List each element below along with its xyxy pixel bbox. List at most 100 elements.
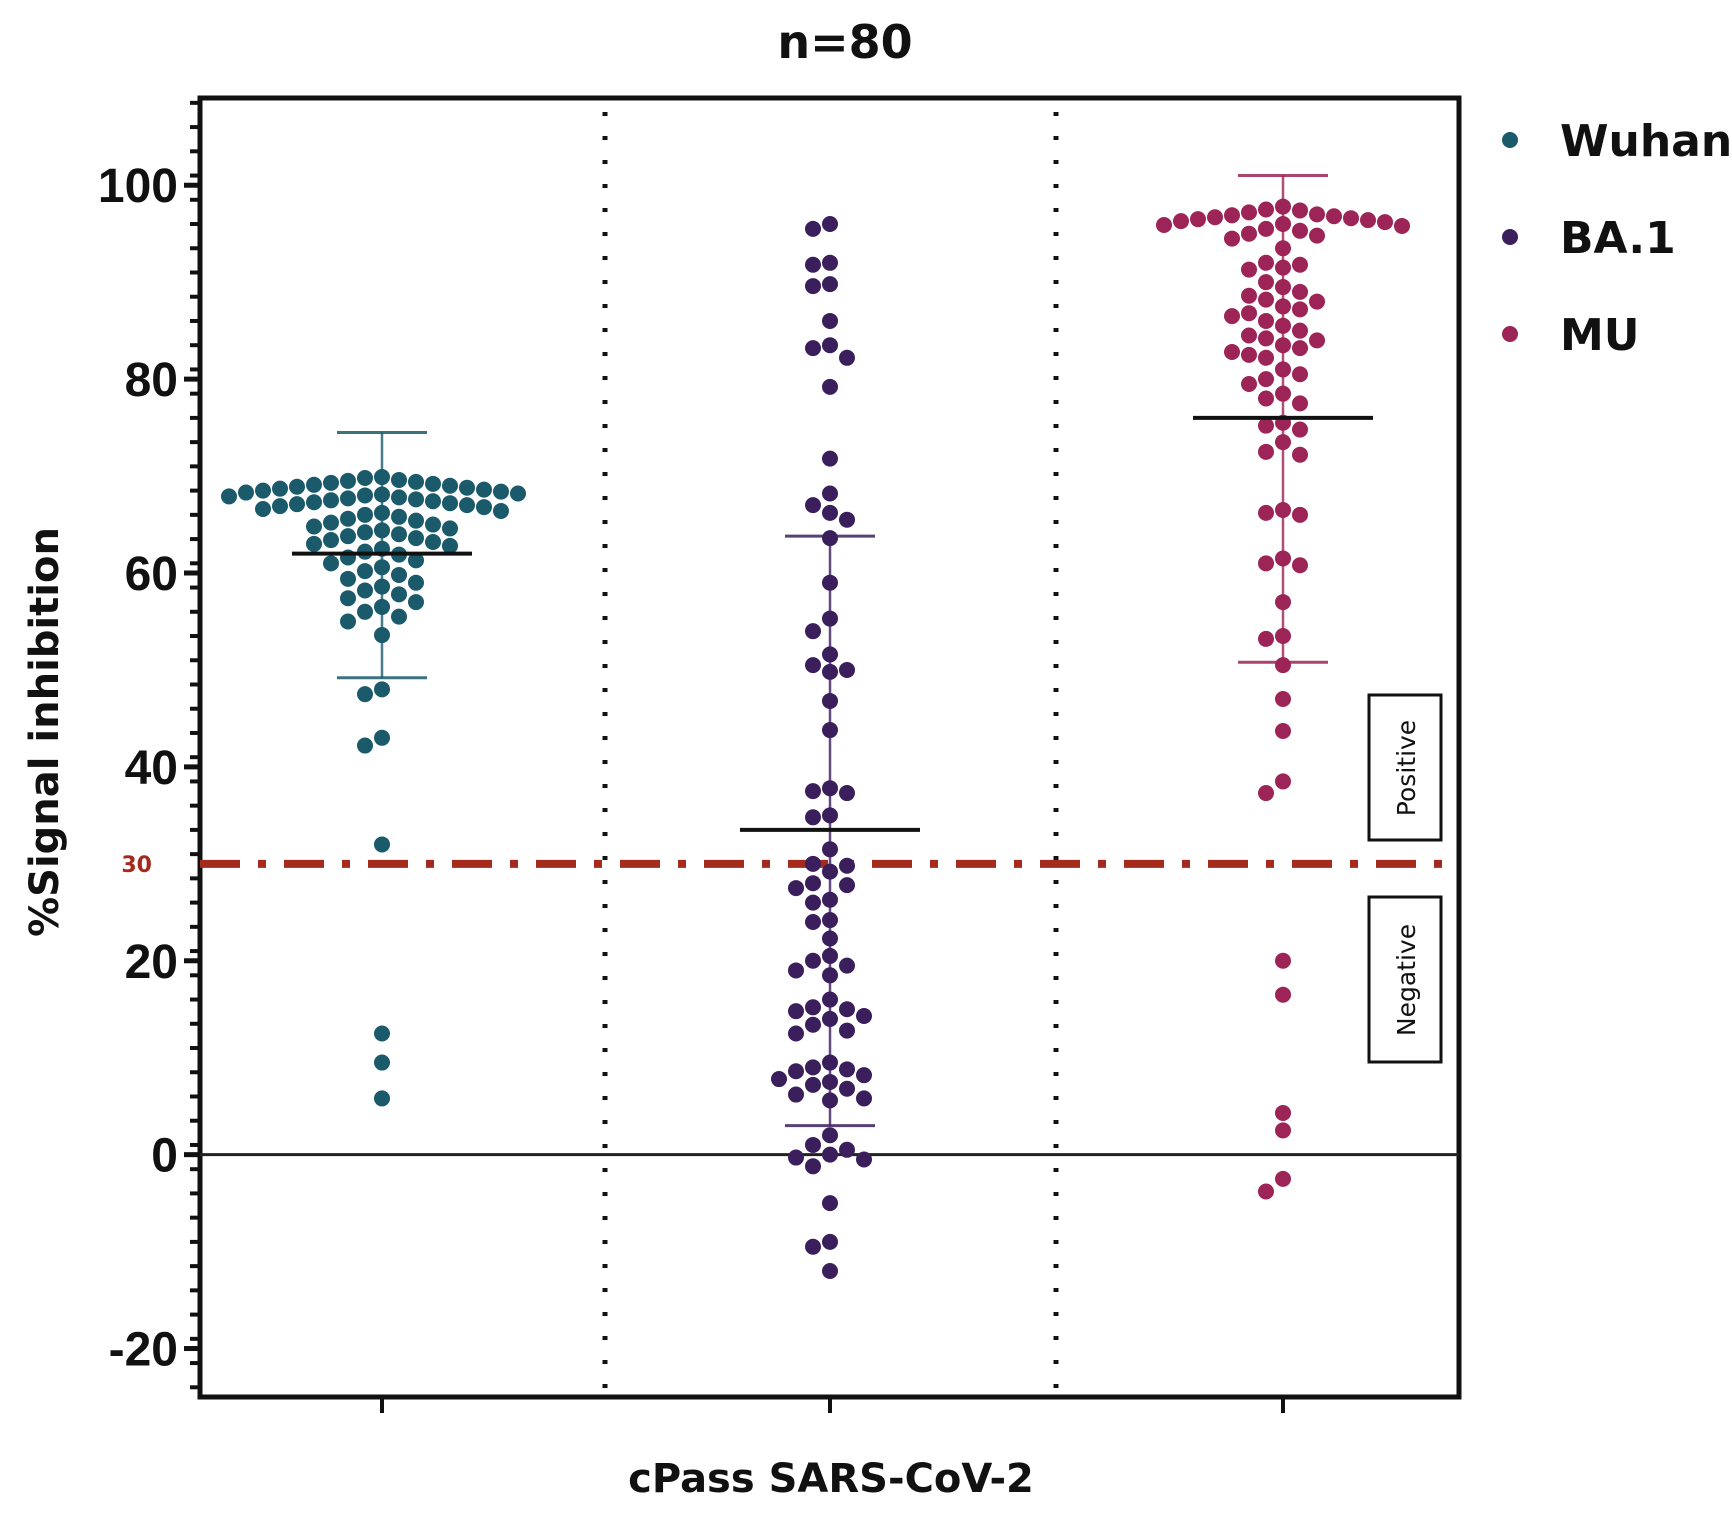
data-point-wuhan xyxy=(272,498,288,515)
data-point-mu xyxy=(1292,283,1308,300)
negative-label: Negative xyxy=(1392,924,1421,1036)
data-point-mu xyxy=(1258,349,1274,366)
data-point-mu xyxy=(1224,207,1240,224)
data-point-wuhan xyxy=(255,501,271,518)
y-tick-label: 80 xyxy=(125,354,178,407)
data-point-ba1 xyxy=(822,1127,838,1144)
data-point-mu xyxy=(1207,209,1223,226)
data-point-ba1 xyxy=(822,485,838,502)
chart-title: n=80 xyxy=(777,15,912,69)
data-point-ba1 xyxy=(805,855,821,872)
data-point-mu xyxy=(1190,211,1206,228)
data-point-ba1 xyxy=(856,1151,872,1168)
data-point-mu xyxy=(1292,366,1308,383)
data-point-mu xyxy=(1309,206,1325,223)
data-point-ba1 xyxy=(805,1076,821,1093)
mean-sd-bars xyxy=(292,174,1373,1128)
data-point-wuhan xyxy=(340,590,356,607)
data-point-ba1 xyxy=(788,1025,804,1042)
data-point-mu xyxy=(1258,291,1274,308)
data-point-ba1 xyxy=(839,349,855,366)
data-point-ba1 xyxy=(839,1141,855,1158)
data-point-wuhan xyxy=(357,487,373,504)
data-point-ba1 xyxy=(839,1022,855,1039)
data-point-mu xyxy=(1258,443,1274,460)
data-point-wuhan xyxy=(323,492,339,509)
data-point-mu xyxy=(1292,256,1308,273)
y-axis-label: %Signal inhibition xyxy=(22,527,68,937)
data-point-ba1 xyxy=(788,1086,804,1103)
data-point-mu xyxy=(1343,210,1359,227)
data-point-wuhan xyxy=(391,471,407,488)
data-point-ba1 xyxy=(788,880,804,897)
data-point-wuhan xyxy=(442,520,458,537)
data-point-wuhan xyxy=(306,518,322,535)
data-point-ba1 xyxy=(822,450,838,467)
data-point-wuhan xyxy=(442,477,458,494)
y-axis: -20 0 20 40 60 80 100 xyxy=(98,100,200,1390)
data-point-mu xyxy=(1173,213,1189,230)
data-point-mu xyxy=(1292,421,1308,438)
y-tick-label: -20 xyxy=(109,1324,178,1377)
data-point-ba1 xyxy=(805,783,821,800)
data-point-mu xyxy=(1275,952,1291,969)
data-point-ba1 xyxy=(805,952,821,969)
data-point-wuhan xyxy=(255,482,271,499)
data-point-ba1 xyxy=(805,340,821,357)
data-point-wuhan xyxy=(357,737,373,754)
data-point-wuhan xyxy=(357,686,373,703)
data-point-mu xyxy=(1258,630,1274,647)
data-point-mu xyxy=(1292,446,1308,463)
data-point-wuhan xyxy=(408,574,424,591)
data-point-mu xyxy=(1156,216,1172,233)
data-point-wuhan xyxy=(323,555,339,572)
data-point-wuhan xyxy=(357,470,373,487)
data-point-mu xyxy=(1258,504,1274,521)
data-point-ba1 xyxy=(805,220,821,237)
data-point-mu xyxy=(1258,274,1274,291)
data-point-wuhan xyxy=(408,491,424,508)
data-point-mu xyxy=(1241,225,1257,242)
data-point-mu xyxy=(1224,230,1240,247)
data-point-ba1 xyxy=(839,661,855,678)
legend-marker-mu xyxy=(1502,326,1518,342)
data-point-wuhan xyxy=(493,483,509,500)
legend-marker-ba1 xyxy=(1502,229,1518,245)
y-tick-label: 0 xyxy=(151,1130,178,1183)
data-point-mu xyxy=(1292,395,1308,412)
data-point-wuhan xyxy=(374,1025,390,1042)
data-point-ba1 xyxy=(856,1067,872,1084)
data-point-mu xyxy=(1275,1170,1291,1187)
data-point-ba1 xyxy=(805,657,821,674)
data-point-wuhan xyxy=(340,490,356,507)
data-point-mu xyxy=(1292,202,1308,219)
positive-box xyxy=(1367,693,1443,842)
data-point-mu xyxy=(1292,506,1308,523)
data-point-wuhan xyxy=(357,603,373,620)
data-point-mu xyxy=(1258,330,1274,347)
data-point-wuhan xyxy=(340,570,356,587)
data-point-mu xyxy=(1241,305,1257,322)
data-point-wuhan xyxy=(357,563,373,580)
y-tick-label: 20 xyxy=(125,936,178,989)
data-point-mu xyxy=(1275,1104,1291,1121)
data-point-wuhan xyxy=(340,472,356,489)
data-point-wuhan xyxy=(476,499,492,516)
data-points xyxy=(221,198,1410,1279)
data-point-ba1 xyxy=(856,1008,872,1025)
data-point-mu xyxy=(1394,217,1410,234)
data-point-wuhan xyxy=(408,530,424,547)
data-point-mu xyxy=(1258,555,1274,572)
data-point-ba1 xyxy=(822,337,838,354)
data-point-wuhan xyxy=(391,526,407,543)
data-point-mu xyxy=(1258,201,1274,218)
data-point-wuhan xyxy=(442,537,458,554)
data-point-mu xyxy=(1241,287,1257,304)
data-point-ba1 xyxy=(805,1238,821,1255)
data-point-mu xyxy=(1258,220,1274,237)
data-point-wuhan xyxy=(374,681,390,698)
threshold-label: 30 xyxy=(121,853,152,878)
data-point-ba1 xyxy=(822,276,838,293)
data-point-ba1 xyxy=(805,913,821,930)
